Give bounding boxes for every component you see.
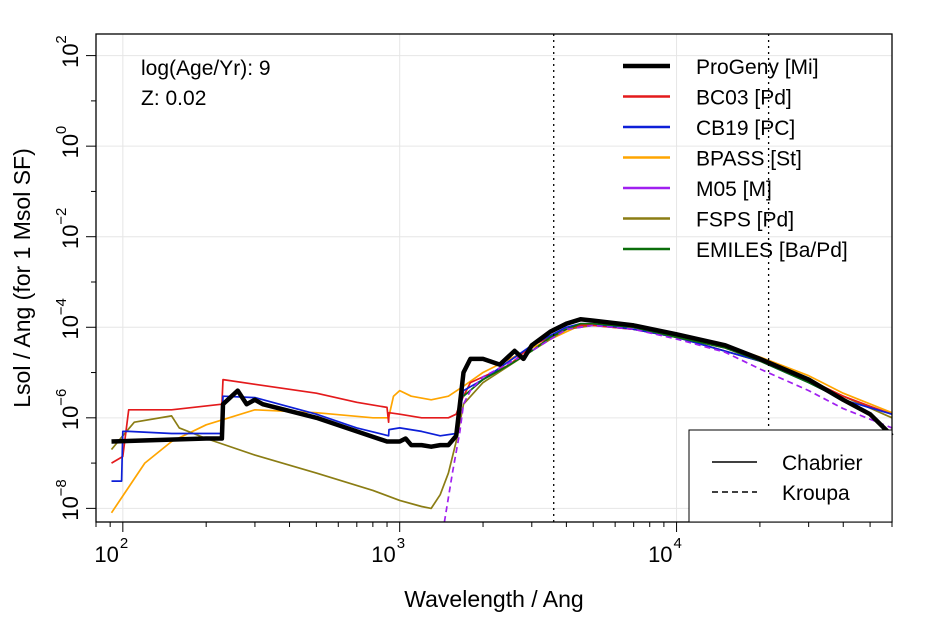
y-tick-label-group: 100 — [53, 126, 83, 159]
y-axis-label: Lsol / Ang (for 1 Msol SF) — [9, 148, 35, 407]
legend-label: FSPS [Pd] — [696, 209, 794, 232]
x-axis-label: Wavelength / Ang — [404, 586, 583, 612]
y-tick-label-group: 102 — [53, 35, 83, 68]
y-tick-label-group: 10−6 — [53, 389, 83, 430]
y-tick-exponent: −6 — [53, 389, 70, 406]
x-tick-label: 10 — [94, 542, 118, 567]
y-tick-exponent: 0 — [53, 126, 70, 134]
x-tick-exponent: 2 — [120, 535, 128, 552]
x-axis: 10 2 10 3 10 4 — [94, 522, 893, 567]
linestyle-legend-box — [688, 429, 893, 523]
legend-label: ProGeny [Mi] — [696, 56, 819, 79]
annotation-age: log(Age/Yr): 9 — [141, 57, 271, 80]
chabrier-label: Chabrier — [782, 452, 863, 475]
x-tick-label: 10 — [371, 542, 395, 567]
plot-frame — [95, 33, 893, 523]
legend-label: BC03 [Pd] — [696, 87, 792, 110]
kroupa-label: Kroupa — [782, 482, 850, 505]
y-tick-label: 10 — [58, 134, 83, 158]
y-tick-label: 10 — [58, 315, 83, 339]
y-tick-label: 10 — [58, 43, 83, 67]
y-tick-label: 10 — [58, 224, 83, 248]
legend-label: M05 [M] — [696, 178, 772, 201]
legend-label: BPASS [St] — [696, 148, 802, 171]
y-tick-label-group: 10−4 — [53, 298, 83, 339]
x-tick-label: 10 — [648, 542, 672, 567]
series-legend: ProGeny [Mi] BC03 [Pd] CB19 [PC] BPASS [St]… — [623, 56, 848, 262]
y-tick-exponent: −4 — [53, 298, 70, 315]
x-tick-exponent: 3 — [397, 535, 405, 552]
legend-label: CB19 [PC] — [696, 117, 795, 140]
series-line-emiles — [462, 322, 871, 415]
series-line-cb19 — [111, 322, 893, 482]
y-tick-label: 10 — [58, 496, 83, 520]
series-line-m05 — [443, 324, 893, 523]
linestyle-legend: Chabrier Kroupa — [688, 429, 893, 523]
y-tick-label: 10 — [58, 406, 83, 430]
legend-label: EMILES [Ba/Pd] — [696, 239, 848, 262]
y-tick-label-group: 10−2 — [53, 208, 83, 249]
series-line-progeny — [111, 317, 894, 449]
annotation-metallicity: Z: 0.02 — [141, 87, 206, 110]
series-lines — [110, 317, 894, 523]
y-tick-exponent: 2 — [53, 35, 70, 43]
x-tick-exponent: 4 — [674, 535, 682, 552]
y-tick-exponent: −8 — [53, 479, 70, 496]
y-tick-exponent: −2 — [53, 208, 70, 225]
y-tick-label-group: 10−8 — [53, 479, 83, 520]
